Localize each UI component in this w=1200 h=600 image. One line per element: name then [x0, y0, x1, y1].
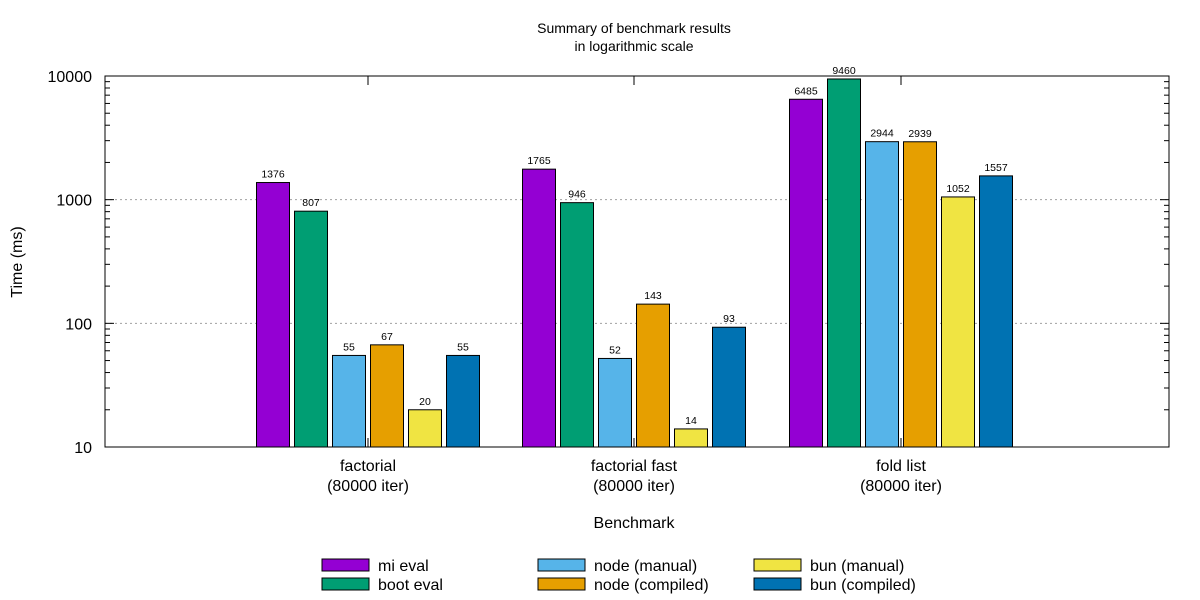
bar-value-label: 807 — [302, 197, 320, 209]
bar — [446, 354, 480, 448]
bar-value-label: 1557 — [984, 162, 1008, 174]
bar-value-label: 93 — [723, 313, 735, 325]
bar-value-label: 6485 — [794, 85, 818, 97]
bar-value-label: 52 — [609, 344, 621, 356]
chart-title-line-2: in logarithmic scale — [574, 38, 693, 54]
chart-title: Summary of benchmark results in logarith… — [537, 20, 731, 54]
x-category-labels: factorial (80000 iter) factorial fast (8000… — [327, 458, 942, 495]
bar-value-label: 946 — [568, 189, 586, 201]
legend-swatch — [321, 577, 370, 591]
legend-label: mi eval — [378, 558, 429, 575]
bar-value-label: 1376 — [261, 169, 285, 181]
y-tick-label: 10 — [74, 440, 92, 457]
legend-swatch — [753, 558, 802, 572]
x-category-label: fold list — [876, 458, 926, 475]
bar — [674, 428, 708, 448]
y-tick-labels: 10 100 1000 10000 — [48, 69, 93, 457]
bar — [408, 409, 442, 448]
legend-label: bun (manual) — [810, 558, 904, 575]
axis-ticks — [105, 76, 1169, 448]
legend: mi eval boot eval node (manual) node (compi… — [321, 558, 916, 594]
bar-value-label: 2939 — [908, 128, 932, 140]
bar — [256, 182, 290, 448]
bar — [294, 210, 328, 448]
x-category-label: factorial fast — [591, 458, 678, 475]
x-axis-label: Benchmark — [594, 515, 676, 532]
legend-label: bun (compiled) — [810, 577, 916, 594]
bar — [903, 141, 937, 448]
x-category-label: (80000 iter) — [860, 478, 942, 495]
bar-value-label: 14 — [685, 415, 697, 427]
bar-value-label: 1765 — [527, 155, 551, 167]
bar-value-label: 1052 — [946, 183, 970, 195]
bar-value-label: 67 — [381, 331, 393, 343]
bar-value-label: 55 — [457, 341, 469, 353]
legend-swatch — [537, 558, 586, 572]
x-category-label: factorial — [340, 458, 396, 475]
y-axis-label: Time (ms) — [9, 226, 26, 297]
legend-swatch — [321, 558, 370, 572]
legend-label: node (compiled) — [594, 577, 709, 594]
bar-value-label: 9460 — [832, 65, 856, 77]
legend-swatch — [753, 577, 802, 591]
y-tick-label: 1000 — [56, 193, 92, 210]
bar — [789, 98, 823, 448]
bar — [522, 168, 556, 448]
y-tick-label: 100 — [65, 316, 92, 333]
bar-value-label: 143 — [644, 290, 662, 302]
bar — [560, 202, 594, 448]
bar — [636, 303, 670, 448]
bar — [332, 354, 366, 448]
bar — [370, 344, 404, 448]
bar-value-label: 20 — [419, 396, 431, 408]
bar — [827, 78, 861, 448]
bars — [256, 78, 1013, 448]
bar — [712, 326, 746, 448]
x-category-label: (80000 iter) — [593, 478, 675, 495]
y-tick-label: 10000 — [48, 69, 93, 86]
bar — [979, 175, 1013, 448]
bar — [941, 196, 975, 448]
bar-value-label: 55 — [343, 341, 355, 353]
bar — [598, 357, 632, 448]
legend-swatch — [537, 577, 586, 591]
legend-label: node (manual) — [594, 558, 697, 575]
x-category-label: (80000 iter) — [327, 478, 409, 495]
bar-value-label: 2944 — [870, 128, 894, 140]
plot-frame — [104, 75, 1170, 448]
chart-title-line-1: Summary of benchmark results — [537, 20, 731, 36]
legend-label: boot eval — [378, 577, 443, 594]
data-labels: 1376 807 55 67 20 55 1765 946 52 143 14 93 6485 9460 2… — [261, 65, 1008, 427]
bar — [865, 141, 899, 448]
